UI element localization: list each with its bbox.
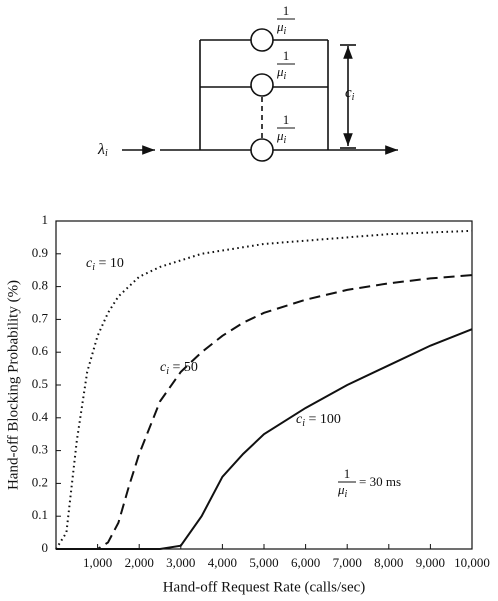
fraction-numerator: 1	[344, 466, 351, 481]
fraction-numerator: 1	[283, 48, 290, 63]
math-text: = 10	[95, 256, 124, 271]
x-tick-label: 8,000	[374, 555, 403, 570]
fraction-denominator: μi	[276, 128, 287, 146]
math-sub: i	[92, 262, 95, 273]
y-tick-label: 0.4	[32, 409, 49, 424]
x-tick-label: 1,000	[83, 555, 112, 570]
y-tick-label: 0	[42, 540, 49, 555]
math-label: ci = 50	[160, 360, 198, 377]
series-line	[56, 274, 473, 550]
math-text: = 30 ms	[359, 474, 401, 489]
math-label: ci	[345, 85, 355, 103]
fraction-denominator: μi	[337, 482, 348, 500]
math-var: μ	[276, 19, 284, 34]
math-var: λ	[97, 141, 105, 158]
fraction-numerator: 1	[283, 112, 290, 127]
math-label: ci = 10	[86, 256, 124, 273]
math-var: c	[345, 85, 352, 101]
math-sub: i	[105, 148, 108, 159]
math-sub: i	[352, 92, 355, 103]
math-var: μ	[276, 64, 284, 79]
y-tick-label: 0.2	[32, 474, 48, 489]
y-tick-label: 0.7	[32, 310, 49, 325]
x-tick-label: 9,000	[416, 555, 445, 570]
y-tick-label: 0.1	[32, 507, 48, 522]
math-sub: i	[284, 71, 287, 82]
y-tick-label: 0.5	[32, 376, 48, 391]
math-sub: i	[302, 418, 305, 429]
math-var: c	[86, 256, 93, 271]
x-axis-label: Hand-off Request Rate (calls/sec)	[163, 579, 366, 595]
y-tick-label: 1	[42, 212, 49, 227]
queue-diagram	[122, 28, 398, 162]
y-tick-label: 0.6	[32, 343, 49, 358]
server	[250, 138, 274, 162]
math-var: c	[160, 360, 167, 375]
y-axis-label: Hand-off Blocking Probability (%)	[5, 280, 21, 490]
math-sub: i	[284, 26, 287, 37]
server	[250, 73, 274, 97]
fraction-denominator: μi	[276, 64, 287, 82]
series-line	[56, 328, 473, 550]
math-label: ci = 100	[296, 412, 341, 429]
x-tick-label: 2,000	[125, 555, 154, 570]
math-var: μ	[276, 128, 284, 143]
y-tick-label: 0.3	[32, 442, 48, 457]
series-line	[55, 229, 473, 550]
server	[250, 28, 274, 52]
math-text: = 50	[169, 360, 198, 375]
math-text: = 100	[305, 412, 341, 427]
fraction-denominator: μi	[276, 19, 287, 37]
math-sub: i	[345, 489, 348, 500]
math-var: c	[296, 412, 303, 427]
x-tick-label: 5,000	[249, 555, 278, 570]
y-tick-label: 0.9	[32, 245, 48, 260]
math-var: μ	[337, 482, 345, 497]
x-tick-label: 10,000	[454, 555, 490, 570]
x-tick-label: 7,000	[333, 555, 362, 570]
x-tick-label: 4,000	[208, 555, 237, 570]
math-sub: i	[284, 135, 287, 146]
x-tick-label: 6,000	[291, 555, 320, 570]
math-label: λi	[97, 141, 108, 160]
math-sub: i	[166, 366, 169, 377]
x-tick-label: 3,000	[166, 555, 195, 570]
fraction-numerator: 1	[283, 3, 290, 18]
y-tick-label: 0.8	[32, 278, 48, 293]
